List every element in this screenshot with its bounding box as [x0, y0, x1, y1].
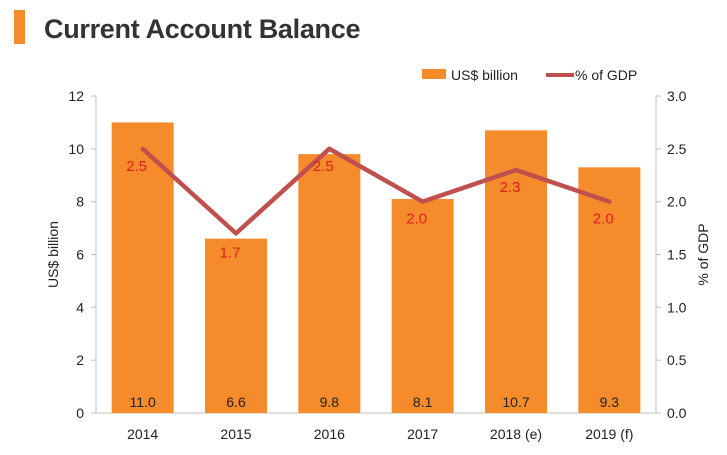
right-axis-title: % of GDP: [695, 223, 711, 285]
bar-value-label: 8.1: [413, 394, 433, 410]
left-tick-label: 2: [76, 352, 84, 368]
bar-value-label: 11.0: [130, 394, 156, 410]
x-tick-label: 2018 (e): [490, 426, 542, 442]
bar: [205, 238, 267, 413]
left-tick-label: 12: [68, 88, 84, 104]
x-tick-label: 2014: [127, 426, 158, 442]
bar: [485, 130, 547, 413]
bar: [298, 154, 361, 413]
title-accent-bar: [14, 10, 25, 44]
left-tick-label: 0: [76, 405, 84, 421]
bar-value-label: 6.6: [226, 394, 246, 410]
x-tick-label: 2015: [220, 426, 251, 442]
gdp-line: [140, 146, 612, 236]
x-tick-label: 2017: [407, 426, 438, 442]
legend-label-line: % of GDP: [575, 67, 637, 83]
right-tick-label: 1.0: [667, 299, 687, 315]
bar: [111, 122, 174, 414]
line-value-label: 2.0: [593, 211, 614, 228]
right-tick-label: 2.5: [667, 141, 687, 157]
legend-label-bar: US$ billion: [451, 67, 518, 83]
x-tick-label: 2019 (f): [585, 426, 633, 442]
line-value-label: 2.5: [313, 158, 334, 175]
left-tick-label: 8: [76, 194, 84, 210]
bar: [391, 199, 454, 413]
right-tick-label: 1.5: [667, 247, 687, 263]
line-value-label: 1.7: [220, 244, 241, 261]
left-tick-label: 6: [76, 247, 84, 263]
bar-value-label: 10.7: [502, 394, 529, 410]
chart-title: Current Account Balance: [44, 14, 361, 44]
right-tick-label: 2.0: [667, 194, 687, 210]
line-value-label: 2.0: [406, 211, 427, 228]
bar-value-label: 9.3: [600, 394, 620, 410]
right-tick-label: 0.0: [667, 405, 687, 421]
left-axis-title: US$ billion: [45, 221, 61, 288]
line-value-label: 2.5: [126, 158, 147, 175]
left-tick-label: 10: [68, 141, 84, 157]
bar: [578, 167, 641, 413]
bar-value-label: 9.8: [320, 394, 340, 410]
left-tick-label: 4: [76, 299, 84, 315]
right-tick-label: 3.0: [667, 88, 687, 104]
right-tick-label: 0.5: [667, 352, 687, 368]
x-tick-label: 2016: [314, 426, 345, 442]
line-value-label: 2.3: [500, 179, 521, 196]
legend-swatch-bar: [422, 69, 446, 79]
